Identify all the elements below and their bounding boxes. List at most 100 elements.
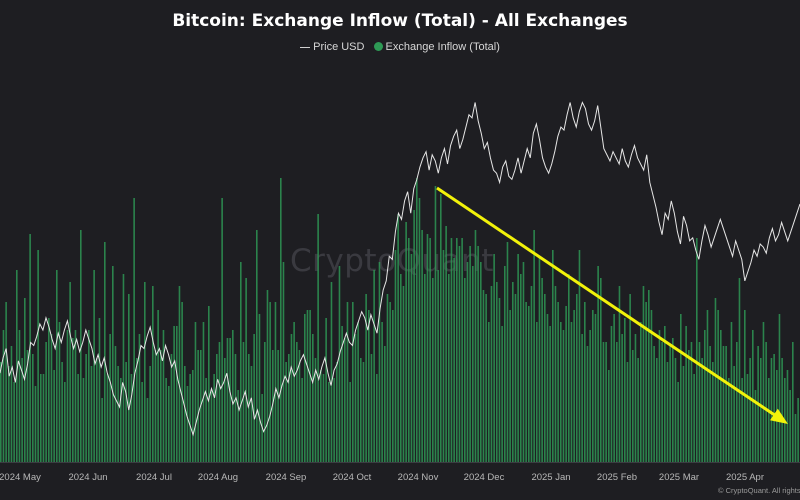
inflow-bar	[285, 362, 287, 462]
inflow-bar	[648, 290, 650, 462]
inflow-bar	[392, 310, 394, 462]
inflow-bar	[189, 374, 191, 462]
inflow-bar	[341, 326, 343, 462]
inflow-bar	[88, 330, 90, 462]
inflow-bar	[362, 362, 365, 462]
inflow-bar	[301, 378, 303, 462]
inflow-bar	[314, 358, 317, 462]
legend-item-price[interactable]: Price USD	[300, 41, 364, 53]
price-line-layer	[0, 101, 800, 437]
inflow-bar	[42, 374, 45, 462]
inflow-bar	[752, 330, 754, 462]
inflow-bar	[722, 346, 725, 462]
inflow-bar	[197, 350, 199, 462]
inflow-bar	[376, 374, 378, 462]
inflow-bar	[442, 250, 445, 462]
inflow-bar	[653, 346, 655, 462]
inflow-bar	[528, 306, 530, 462]
inflow-bar	[792, 342, 794, 462]
inflow-bar	[677, 382, 679, 462]
inflow-bar	[176, 326, 178, 462]
inflow-bar	[637, 358, 639, 462]
inflow-bar	[669, 346, 671, 462]
inflow-bar	[240, 262, 242, 462]
inflow-bar	[741, 378, 743, 462]
legend-item-inflow[interactable]: Exchange Inflow (Total)	[373, 41, 500, 53]
inflow-bar	[178, 286, 181, 462]
inflow-bar	[584, 302, 586, 462]
inflow-bar	[656, 358, 658, 462]
inflow-bar	[696, 238, 698, 462]
inflow-bar	[501, 326, 503, 462]
inflow-bar	[725, 346, 727, 462]
x-tick-label: 2024 Dec	[464, 472, 505, 483]
inflow-bar	[317, 214, 319, 462]
x-tick-label: 2024 Jun	[68, 472, 107, 483]
inflow-bar	[72, 338, 74, 462]
inflow-bar	[520, 274, 522, 462]
inflow-bar	[573, 310, 575, 462]
inflow-bar	[645, 302, 647, 462]
inflow-bar	[181, 302, 183, 462]
inflow-bar	[389, 302, 391, 462]
inflow-bar	[525, 302, 527, 462]
inflow-bar	[186, 386, 189, 462]
inflow-bar	[517, 254, 519, 462]
inflow-bar	[482, 290, 485, 462]
inflow-bar	[128, 294, 130, 462]
inflow-bar	[208, 306, 210, 462]
inflow-bar	[85, 354, 87, 462]
inflow-bar	[432, 278, 434, 462]
inflow-bars	[0, 178, 799, 462]
inflow-bar	[688, 350, 690, 462]
inflow-bar	[733, 366, 735, 462]
inflow-bar	[21, 358, 23, 462]
inflow-bar	[552, 250, 554, 462]
inflow-bar	[349, 382, 351, 462]
x-tick-label: 2025 Jan	[531, 472, 570, 483]
inflow-bar	[170, 354, 173, 462]
inflow-bar	[381, 322, 383, 462]
inflow-bar	[192, 370, 194, 462]
inflow-bar	[378, 262, 381, 462]
inflow-bar	[152, 286, 154, 462]
inflow-bar	[685, 326, 687, 462]
inflow-bar	[437, 270, 439, 462]
inflow-bar	[101, 398, 103, 462]
inflow-bar	[480, 262, 482, 462]
inflow-bar	[173, 326, 175, 462]
inflow-bar	[626, 362, 629, 462]
inflow-bar	[250, 366, 253, 462]
inflow-bar	[98, 318, 101, 462]
inflow-dot-swatch-icon	[373, 41, 383, 51]
inflow-bar	[26, 350, 29, 462]
inflow-bar	[306, 310, 309, 462]
inflow-bar	[165, 378, 167, 462]
inflow-bar	[416, 178, 418, 462]
inflow-bar	[298, 350, 301, 462]
inflow-bar	[272, 350, 274, 462]
inflow-bar	[293, 322, 295, 462]
inflow-bar	[130, 374, 133, 462]
inflow-bar	[461, 238, 463, 462]
inflow-bar	[357, 322, 359, 462]
inflow-bar	[680, 314, 682, 462]
inflow-bar	[288, 354, 290, 462]
inflow-bar	[533, 230, 535, 462]
inflow-bar	[706, 310, 709, 462]
inflow-bar	[296, 342, 298, 462]
inflow-bar	[229, 338, 231, 462]
inflow-bar	[597, 266, 599, 462]
inflow-bar	[112, 266, 114, 462]
chart-legend: Price USD Exchange Inflow (Total)	[0, 41, 800, 53]
inflow-bar	[194, 322, 197, 462]
inflow-bar	[226, 338, 229, 462]
inflow-bar	[34, 386, 37, 462]
inflow-bar	[242, 342, 245, 462]
inflow-bar	[365, 294, 367, 462]
inflow-bar	[160, 350, 162, 462]
inflow-bar	[797, 398, 799, 462]
inflow-bar	[50, 334, 53, 462]
inflow-bar	[56, 270, 58, 462]
